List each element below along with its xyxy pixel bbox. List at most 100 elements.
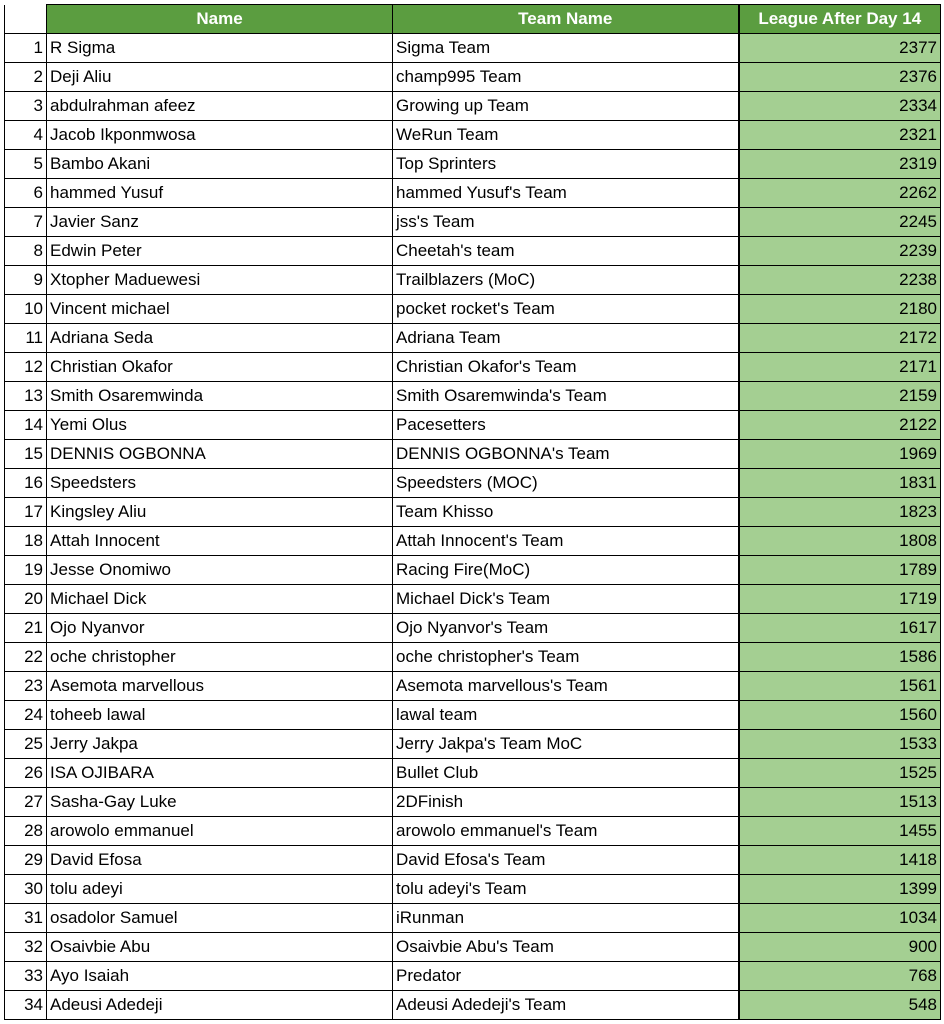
name-cell: Adriana Seda [47, 324, 393, 353]
rank-cell: 4 [5, 121, 47, 150]
score-header: League After Day 14 [739, 5, 941, 34]
score-cell: 2122 [739, 411, 941, 440]
score-cell: 2171 [739, 353, 941, 382]
name-cell: oche christopher [47, 643, 393, 672]
team-cell: Cheetah's team [393, 237, 739, 266]
name-cell: Attah Innocent [47, 527, 393, 556]
name-cell: toheeb lawal [47, 701, 393, 730]
table-row: 29David EfosaDavid Efosa's Team1418 [5, 846, 941, 875]
score-cell: 2239 [739, 237, 941, 266]
name-cell: Javier Sanz [47, 208, 393, 237]
name-cell: Bambo Akani [47, 150, 393, 179]
table-row: 1R SigmaSigma Team2377 [5, 34, 941, 63]
team-cell: DENNIS OGBONNA's Team [393, 440, 739, 469]
table-row: 9Xtopher MaduewesiTrailblazers (MoC)2238 [5, 266, 941, 295]
table-row: 30tolu adeyitolu adeyi's Team1399 [5, 875, 941, 904]
score-cell: 2245 [739, 208, 941, 237]
score-cell: 2238 [739, 266, 941, 295]
score-cell: 1560 [739, 701, 941, 730]
rank-cell: 5 [5, 150, 47, 179]
score-cell: 1969 [739, 440, 941, 469]
name-cell: Xtopher Maduewesi [47, 266, 393, 295]
rank-cell: 31 [5, 904, 47, 933]
name-cell: Kingsley Aliu [47, 498, 393, 527]
table-row: 25Jerry JakpaJerry Jakpa's Team MoC1533 [5, 730, 941, 759]
table-row: 14Yemi OlusPacesetters2122 [5, 411, 941, 440]
table-row: 27Sasha-Gay Luke2DFinish1513 [5, 788, 941, 817]
score-cell: 1808 [739, 527, 941, 556]
table-row: 5Bambo AkaniTop Sprinters2319 [5, 150, 941, 179]
rank-cell: 3 [5, 92, 47, 121]
score-cell: 2334 [739, 92, 941, 121]
rank-cell: 9 [5, 266, 47, 295]
name-cell: Jesse Onomiwo [47, 556, 393, 585]
table-row: 12Christian OkaforChristian Okafor's Tea… [5, 353, 941, 382]
name-cell: Christian Okafor [47, 353, 393, 382]
table-row: 2Deji Aliuchamp995 Team2376 [5, 63, 941, 92]
table-row: 11Adriana SedaAdriana Team2172 [5, 324, 941, 353]
rank-cell: 12 [5, 353, 47, 382]
name-cell: abdulrahman afeez [47, 92, 393, 121]
score-cell: 1455 [739, 817, 941, 846]
rank-cell: 28 [5, 817, 47, 846]
team-cell: 2DFinish [393, 788, 739, 817]
score-cell: 1789 [739, 556, 941, 585]
score-cell: 1533 [739, 730, 941, 759]
team-cell: Team Khisso [393, 498, 739, 527]
name-header: Name [47, 5, 393, 34]
table-row: 24toheeb lawallawal team1560 [5, 701, 941, 730]
score-cell: 1823 [739, 498, 941, 527]
rank-cell: 13 [5, 382, 47, 411]
rank-cell: 24 [5, 701, 47, 730]
name-cell: Michael Dick [47, 585, 393, 614]
rank-cell: 32 [5, 933, 47, 962]
team-cell: Adriana Team [393, 324, 739, 353]
rank-cell: 27 [5, 788, 47, 817]
score-cell: 1831 [739, 469, 941, 498]
score-cell: 2321 [739, 121, 941, 150]
team-cell: Sigma Team [393, 34, 739, 63]
team-cell: Speedsters (MOC) [393, 469, 739, 498]
name-cell: ISA OJIBARA [47, 759, 393, 788]
score-cell: 548 [739, 991, 941, 1020]
name-cell: R Sigma [47, 34, 393, 63]
header-row: Name Team Name League After Day 14 [5, 5, 941, 34]
name-cell: Adeusi Adedeji [47, 991, 393, 1020]
rank-cell: 11 [5, 324, 47, 353]
score-cell: 2319 [739, 150, 941, 179]
score-cell: 1525 [739, 759, 941, 788]
team-cell: Racing Fire(MoC) [393, 556, 739, 585]
team-cell: iRunman [393, 904, 739, 933]
table-row: 17Kingsley AliuTeam Khisso1823 [5, 498, 941, 527]
name-cell: Smith Osaremwinda [47, 382, 393, 411]
score-cell: 2262 [739, 179, 941, 208]
name-cell: Deji Aliu [47, 63, 393, 92]
rank-cell: 19 [5, 556, 47, 585]
name-cell: hammed Yusuf [47, 179, 393, 208]
score-cell: 1399 [739, 875, 941, 904]
score-cell: 900 [739, 933, 941, 962]
name-cell: Osaivbie Abu [47, 933, 393, 962]
table-row: 6hammed Yusufhammed Yusuf's Team2262 [5, 179, 941, 208]
table-row: 16SpeedstersSpeedsters (MOC)1831 [5, 469, 941, 498]
team-cell: Christian Okafor's Team [393, 353, 739, 382]
team-cell: Growing up Team [393, 92, 739, 121]
league-table: Name Team Name League After Day 14 1R Si… [4, 4, 941, 1020]
table-row: 7Javier Sanzjss's Team2245 [5, 208, 941, 237]
rank-cell: 25 [5, 730, 47, 759]
rank-cell: 26 [5, 759, 47, 788]
score-cell: 2376 [739, 63, 941, 92]
team-cell: Michael Dick's Team [393, 585, 739, 614]
name-cell: Jerry Jakpa [47, 730, 393, 759]
name-cell: Asemota marvellous [47, 672, 393, 701]
team-cell: WeRun Team [393, 121, 739, 150]
name-cell: David Efosa [47, 846, 393, 875]
team-cell: Smith Osaremwinda's Team [393, 382, 739, 411]
score-cell: 2180 [739, 295, 941, 324]
team-cell: lawal team [393, 701, 739, 730]
table-row: 18Attah InnocentAttah Innocent's Team180… [5, 527, 941, 556]
name-cell: arowolo emmanuel [47, 817, 393, 846]
table-row: 10Vincent michaelpocket rocket's Team218… [5, 295, 941, 324]
score-cell: 1513 [739, 788, 941, 817]
table-row: 13Smith OsaremwindaSmith Osaremwinda's T… [5, 382, 941, 411]
